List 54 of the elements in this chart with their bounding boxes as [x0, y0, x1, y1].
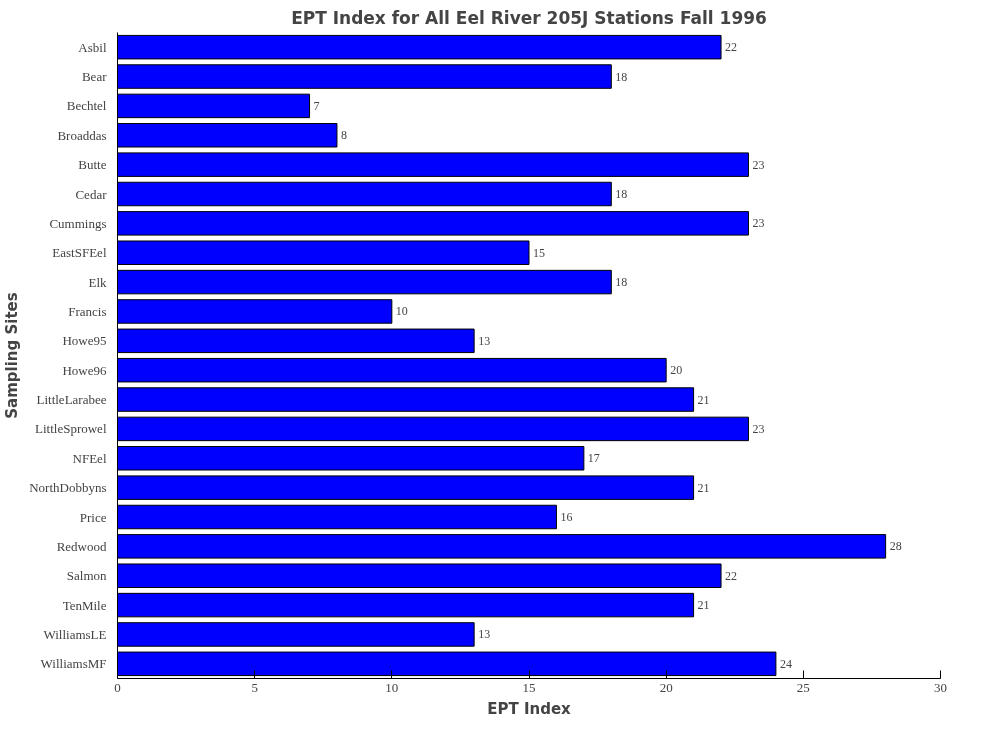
- x-tick-label: 30: [934, 679, 947, 695]
- y-tick-label: EastSFEel: [52, 245, 107, 261]
- y-tick-label: Asbil: [78, 39, 107, 55]
- x-tick-label: 15: [522, 679, 536, 695]
- y-tick-label: Redwood: [56, 538, 107, 554]
- data-label: 7: [313, 98, 320, 113]
- data-label: 18: [615, 275, 628, 290]
- y-tick-label: Cedar: [75, 186, 108, 202]
- x-tick-label: 0: [114, 679, 121, 695]
- data-label: 22: [725, 568, 738, 583]
- y-tick-label: NorthDobbyns: [29, 480, 107, 496]
- x-tick-label: 20: [659, 679, 673, 695]
- data-label: 16: [560, 510, 573, 524]
- data-label: 20: [670, 363, 683, 378]
- y-tick-label: Francis: [68, 303, 107, 319]
- data-label: 10: [395, 304, 408, 319]
- y-tick-label: LittleSprowel: [35, 421, 107, 437]
- data-label: 13: [478, 333, 491, 348]
- data-label: 18: [615, 187, 628, 201]
- data-label: 23: [752, 157, 765, 172]
- x-tick-label: 10: [385, 679, 399, 695]
- chart-title: EPT Index for All Eel River 205J Stations Fall 1996: [291, 7, 767, 28]
- y-tick-label: Cummings: [49, 215, 107, 231]
- y-tick-label: LittleLarabee: [36, 392, 107, 408]
- y-tick-label: Broaddas: [57, 127, 107, 143]
- x-tick-label: 25: [796, 679, 810, 695]
- data-label: 23: [752, 421, 765, 436]
- data-label: 21: [697, 480, 710, 495]
- data-label: 21: [697, 598, 710, 613]
- y-tick-label: Bechtel: [66, 98, 107, 114]
- y-axis-title: Sampling Sites: [3, 292, 22, 419]
- y-tick-label: Howe96: [62, 362, 107, 378]
- data-label: 13: [478, 627, 491, 642]
- data-label: 22: [725, 40, 738, 55]
- data-label: 15: [533, 245, 545, 260]
- y-tick-label: Bear: [81, 69, 108, 85]
- y-tick-label: NFEel: [72, 450, 107, 466]
- y-tick-label: WilliamsLE: [43, 626, 107, 642]
- data-label: 8: [340, 128, 347, 143]
- y-tick-label: Salmon: [66, 568, 107, 584]
- y-tick-label: Butte: [78, 157, 107, 173]
- data-label: 23: [752, 216, 765, 231]
- data-label: 21: [697, 392, 710, 407]
- data-label: 17: [587, 451, 600, 466]
- y-tick-label: Howe95: [62, 333, 107, 349]
- x-tick-label: 5: [251, 679, 258, 695]
- y-tick-label: Elk: [88, 274, 107, 290]
- y-tick-label: WilliamsMF: [40, 656, 107, 672]
- x-axis-title: EPT Index: [487, 699, 572, 718]
- data-label: 24: [779, 656, 792, 671]
- data-label: 28: [889, 539, 902, 554]
- data-label: 18: [615, 69, 628, 84]
- y-tick-label: Price: [79, 509, 107, 525]
- y-tick-label: TenMile: [62, 597, 107, 613]
